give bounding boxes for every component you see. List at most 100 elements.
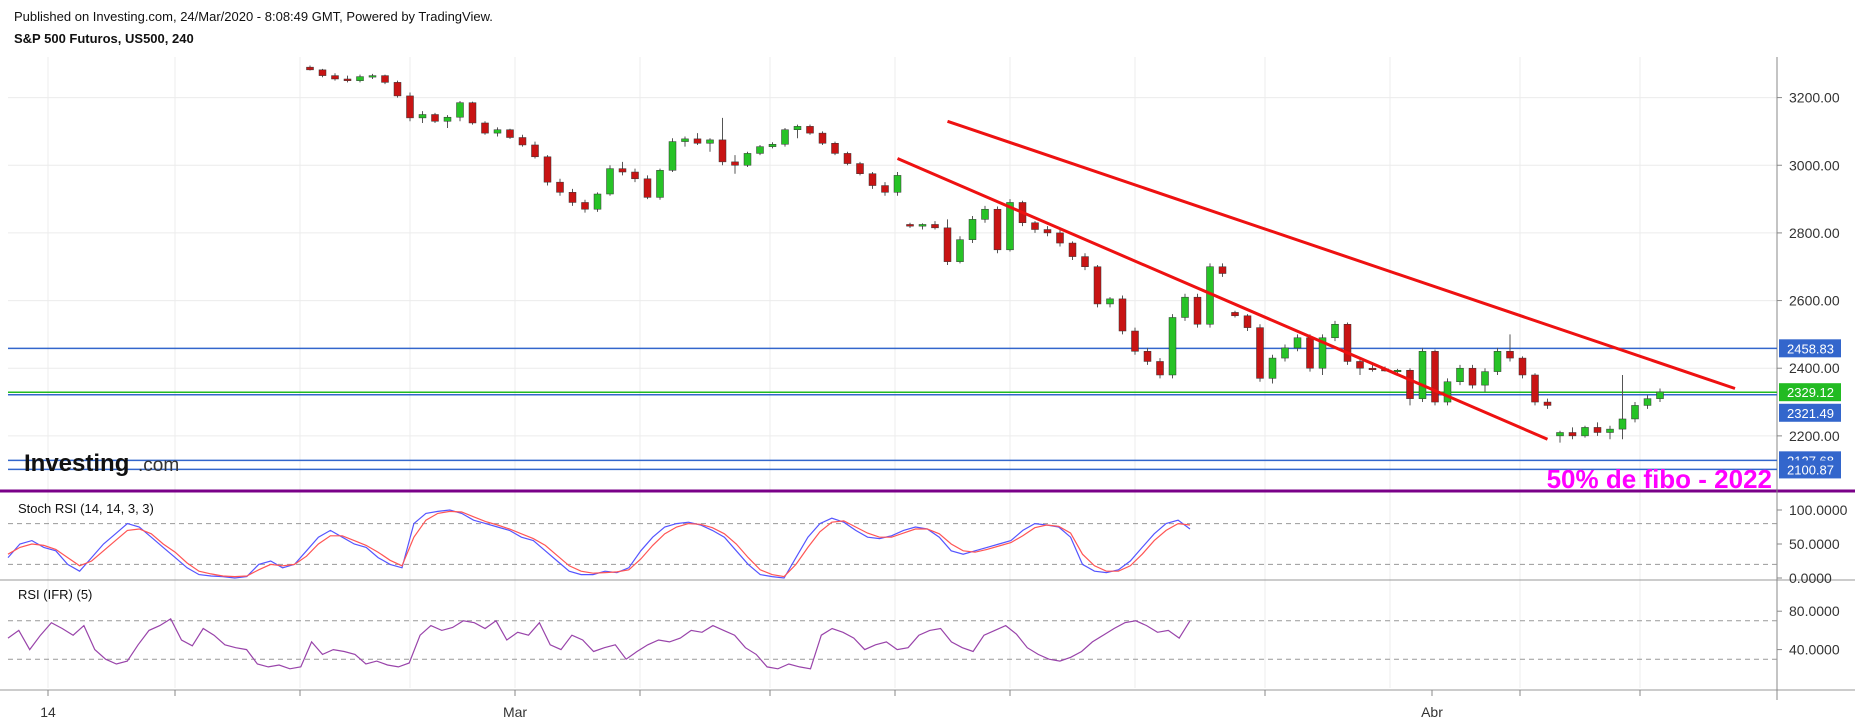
candle [318, 68, 327, 78]
candle [856, 161, 864, 176]
candle [1581, 425, 1589, 438]
candle-body [1543, 401, 1552, 406]
candle-body [643, 178, 652, 198]
candle-body [856, 163, 864, 174]
candle [643, 175, 652, 200]
candle [1606, 425, 1614, 440]
candle [418, 111, 427, 123]
trendlines [896, 119, 1736, 441]
candle [1293, 334, 1302, 352]
candle-body [618, 168, 627, 173]
candle-body [943, 227, 952, 262]
candle-body [531, 144, 539, 158]
candle [306, 65, 314, 71]
candle [1481, 368, 1489, 392]
candle [593, 192, 602, 212]
candle [693, 133, 702, 145]
candle [543, 155, 552, 186]
axis-tick-label: 50.0000 [1789, 536, 1840, 552]
candle [781, 128, 789, 147]
candle [1168, 314, 1177, 379]
axis-tick-label: 2600.00 [1789, 293, 1840, 309]
candle-body [831, 143, 839, 154]
candle [768, 142, 777, 149]
price-label-box [1779, 403, 1841, 422]
candle [493, 127, 502, 137]
grid-lines [8, 57, 1777, 688]
price-label-box [1779, 383, 1841, 402]
candle [1418, 347, 1427, 403]
candle-body [1056, 232, 1064, 244]
candle-body [1131, 330, 1139, 352]
candle [1131, 327, 1139, 355]
candle [1281, 344, 1289, 362]
candle-body [343, 78, 352, 81]
candle-body [331, 75, 339, 80]
trendline [947, 119, 1736, 390]
candle [1181, 293, 1189, 321]
candle-body [1281, 347, 1289, 359]
candle [381, 74, 389, 85]
candle-body [506, 129, 514, 138]
series-line-K [7, 509, 1191, 579]
candle [481, 121, 489, 135]
candle-body [1618, 418, 1627, 430]
candle [368, 73, 377, 79]
candle-body [681, 138, 689, 142]
candle [1656, 388, 1664, 403]
rsi-panel: 80.0000 40.0000 [7, 603, 1840, 670]
candle-body [1243, 315, 1252, 328]
candle-body [1256, 327, 1264, 379]
logo-brand: Investing [24, 450, 129, 477]
candle-body [1356, 361, 1364, 369]
candle-body [1068, 242, 1077, 257]
candle-body [668, 141, 677, 171]
candle [981, 205, 989, 223]
candle [1231, 310, 1239, 318]
price-label-2100.87: 2100.87 [1779, 460, 1841, 479]
candle [343, 75, 352, 83]
candle [918, 223, 927, 230]
candle-body [393, 82, 402, 97]
candle [881, 182, 889, 196]
candle [1643, 395, 1652, 409]
candle-body [1506, 351, 1514, 359]
candle [968, 215, 977, 244]
candle-body [1656, 391, 1664, 399]
candle [1406, 368, 1414, 406]
candle [1043, 226, 1052, 237]
candle-body [1143, 351, 1152, 362]
candle [631, 168, 639, 183]
candle [893, 172, 902, 196]
candle [718, 117, 727, 166]
candle [843, 151, 852, 166]
candle [393, 80, 402, 98]
candle-body [793, 126, 802, 130]
candle-body [493, 129, 502, 134]
candle-body [693, 138, 702, 144]
price-label-2329.12: 2329.12 [1779, 383, 1841, 402]
candle-body [993, 208, 1002, 251]
candle-body [1568, 432, 1577, 437]
time-tick-label: Abr [1421, 704, 1443, 720]
candle-body [1193, 296, 1202, 325]
candle [706, 138, 714, 152]
candle-body [1581, 427, 1589, 437]
candle-body [1643, 398, 1652, 406]
candle-series [306, 65, 1664, 443]
candle-body [1093, 266, 1102, 305]
candle-body [1493, 351, 1502, 372]
time-axis: 14 Mar Abr [40, 690, 1641, 720]
candle [1368, 364, 1377, 372]
candle-body [1368, 367, 1377, 370]
candle [506, 128, 514, 139]
axis-tick-label: 3000.00 [1789, 157, 1840, 173]
candle [756, 144, 764, 156]
candle-body [931, 224, 939, 229]
candle-body [918, 224, 927, 227]
candle-body [481, 122, 489, 134]
candle-body [1606, 428, 1614, 433]
candle-body [556, 181, 564, 193]
